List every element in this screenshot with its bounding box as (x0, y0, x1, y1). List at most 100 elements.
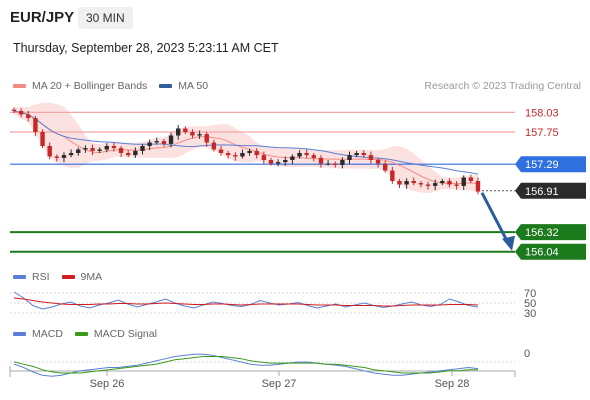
candle-body (11, 109, 17, 111)
rsi-tick-50: 50 (524, 298, 536, 310)
candle-body (211, 142, 217, 150)
candle-body (404, 181, 409, 185)
candle-body (18, 111, 24, 115)
candle-body (390, 170, 395, 181)
candle-body (361, 153, 366, 156)
legend-macd-signal-label: MACD Signal (93, 328, 157, 340)
level-tag-156.04 (515, 243, 586, 260)
x-tick-label: Sep 28 (435, 378, 470, 390)
rsi-ma-line (13, 297, 479, 307)
candle-body (168, 135, 174, 144)
candle-body (26, 114, 31, 118)
candle-body (411, 181, 416, 184)
candle-body (368, 155, 374, 160)
candle-body (375, 160, 381, 164)
candle-body (247, 150, 252, 153)
candle-body (297, 153, 302, 157)
candle-body (97, 149, 102, 151)
timeframe-button[interactable]: 30 MIN (78, 7, 133, 29)
level-label-156.32: 156.32 (525, 227, 559, 239)
symbol-title: EUR/JPY (10, 9, 75, 26)
rsi-ma-swatch (61, 275, 75, 279)
candle-body (468, 177, 474, 181)
candle-body (83, 148, 88, 150)
candle-body (475, 181, 481, 192)
candle-body (54, 156, 60, 158)
candle-body (275, 162, 281, 164)
candle-body (111, 146, 117, 149)
candle-body (447, 181, 452, 185)
level-label-158.03: 158.03 (525, 107, 559, 119)
candle-body (261, 155, 267, 160)
candle-body (140, 146, 145, 151)
candle-body (104, 146, 109, 150)
candle-body (197, 134, 202, 136)
candle-body (425, 184, 431, 186)
macd-swatch (13, 332, 26, 336)
forecast-arrow-head (502, 235, 515, 251)
candle-body (118, 148, 124, 153)
candle-body (311, 155, 317, 158)
level-label-157.29: 157.29 (525, 159, 559, 171)
legend-ma20-label: MA 20 + Bollinger Bands (32, 80, 148, 92)
chart-header: EUR/JPY 30 MIN (0, 0, 590, 34)
candle-body (68, 153, 74, 156)
candle-body (347, 155, 352, 160)
level-label-157.75: 157.75 (525, 127, 559, 139)
candle-body (304, 153, 309, 156)
rsi-swatch (13, 275, 26, 279)
macd-tick-0: 0 (524, 348, 530, 360)
candle-body (440, 181, 445, 184)
candle-body (61, 155, 67, 158)
candle-body (204, 134, 209, 143)
candle-body (133, 150, 138, 156)
research-credit: Research © 2023 Trading Central (424, 80, 581, 92)
level-tag-156.32 (515, 224, 586, 241)
candle-body (33, 118, 38, 132)
candle-body (325, 163, 331, 165)
candle-body (161, 141, 167, 144)
candle-body (333, 163, 338, 165)
legend-macd-label: MACD (32, 328, 63, 340)
candle-body (254, 150, 259, 156)
candle-body (126, 153, 131, 156)
level-tag-156.91 (515, 182, 586, 199)
candle-body (418, 183, 424, 185)
legend-rsi-ma-label: 9MA (80, 271, 103, 283)
candle-body (90, 148, 95, 151)
candle-body (397, 181, 402, 185)
candle-body (432, 183, 438, 186)
forecast-arrow-shaft (480, 192, 510, 244)
x-tick-label: Sep 26 (90, 378, 125, 390)
candle-body (340, 160, 345, 165)
candle-body (218, 149, 224, 153)
candle-body (283, 160, 288, 163)
candle-body (318, 157, 324, 164)
level-tag-157.29 (515, 156, 586, 173)
macd-signal-line (13, 356, 478, 374)
macd-line (13, 353, 479, 377)
candle-body (354, 153, 359, 156)
ma50-line (13, 110, 479, 175)
candle-body (76, 149, 81, 153)
x-tick-label: Sep 27 (262, 378, 297, 390)
macd-signal-swatch (74, 332, 88, 336)
rsi-tick-30: 30 (524, 308, 536, 320)
rsi-tick-70: 70 (524, 288, 536, 300)
candle-body (290, 156, 295, 160)
candle-body (183, 128, 188, 132)
legend-ma50-label: MA 50 (178, 80, 209, 92)
candle-body (175, 128, 181, 136)
candle-body (154, 141, 159, 143)
timestamp: Thursday, September 28, 2023 5:23:11 AM … (13, 41, 279, 55)
level-label-156.04: 156.04 (525, 247, 559, 259)
ma50-swatch (159, 84, 173, 88)
candle-body (240, 153, 245, 157)
ma20-line (13, 110, 479, 185)
level-label-156.91: 156.91 (525, 186, 559, 198)
candle-body (225, 153, 231, 156)
legend-rsi-label: RSI (32, 271, 50, 283)
candle-body (233, 155, 238, 157)
candle-body (461, 177, 466, 186)
